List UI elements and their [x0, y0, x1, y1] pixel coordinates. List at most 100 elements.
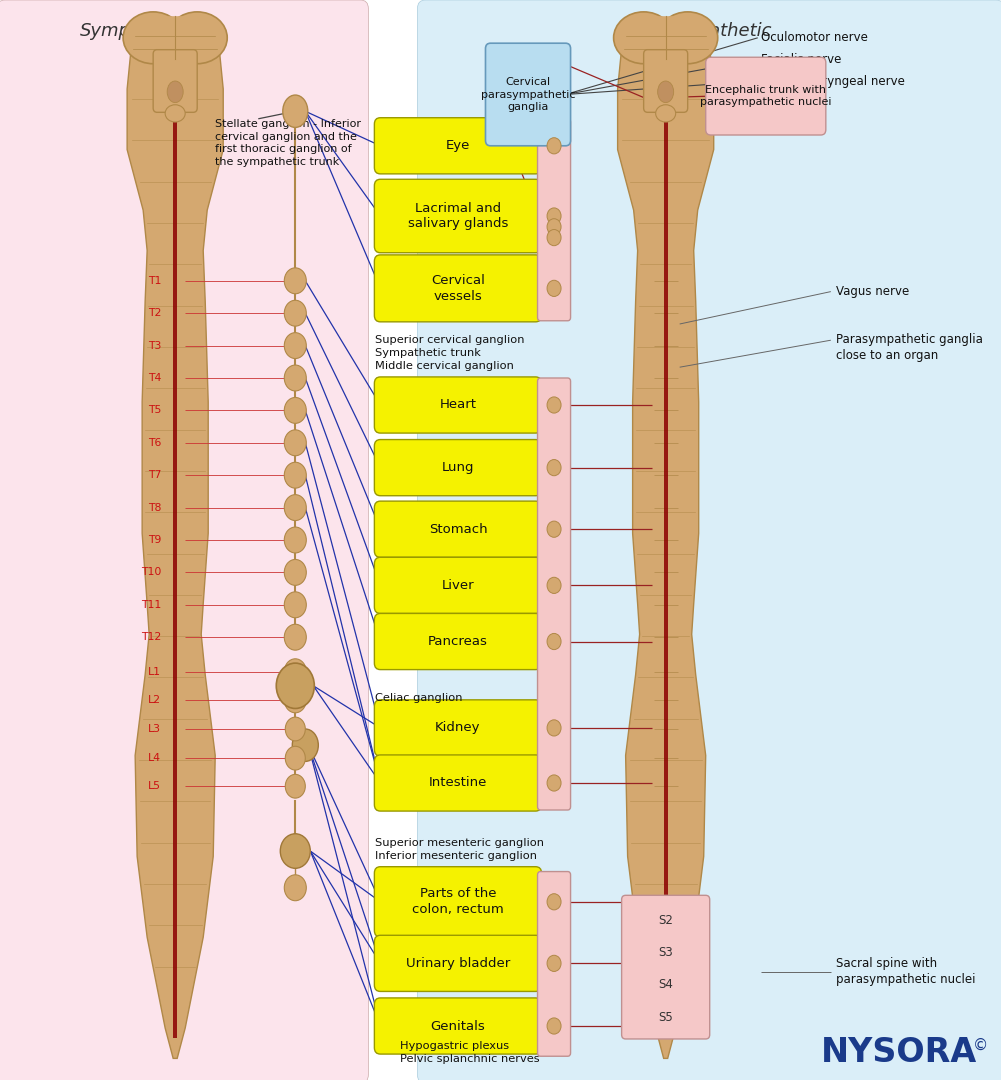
- FancyBboxPatch shape: [374, 866, 542, 936]
- Text: T11: T11: [141, 599, 161, 610]
- Text: L1: L1: [148, 666, 161, 677]
- Text: Stomach: Stomach: [428, 523, 487, 536]
- FancyBboxPatch shape: [374, 613, 542, 670]
- Ellipse shape: [284, 495, 306, 521]
- FancyBboxPatch shape: [374, 118, 542, 174]
- FancyBboxPatch shape: [644, 50, 688, 112]
- Ellipse shape: [284, 687, 306, 713]
- FancyBboxPatch shape: [374, 440, 542, 496]
- Ellipse shape: [547, 230, 561, 246]
- Text: Liver: Liver: [441, 579, 474, 592]
- FancyBboxPatch shape: [642, 16, 690, 62]
- Text: Pancreas: Pancreas: [428, 635, 487, 648]
- Text: Intestine: Intestine: [428, 777, 487, 789]
- Ellipse shape: [547, 522, 561, 538]
- Text: S4: S4: [659, 978, 673, 991]
- Polygon shape: [127, 49, 223, 1058]
- Ellipse shape: [547, 894, 561, 909]
- Text: T7: T7: [148, 470, 161, 481]
- Ellipse shape: [292, 729, 318, 761]
- Ellipse shape: [284, 624, 306, 650]
- Text: Parasympathetic: Parasympathetic: [621, 22, 772, 40]
- FancyBboxPatch shape: [374, 255, 542, 322]
- Ellipse shape: [284, 268, 306, 294]
- Ellipse shape: [656, 105, 676, 122]
- Text: S2: S2: [659, 914, 673, 927]
- Text: Genitals: Genitals: [430, 1020, 485, 1032]
- Ellipse shape: [165, 105, 185, 122]
- Ellipse shape: [284, 365, 306, 391]
- Text: Eye: Eye: [445, 139, 470, 152]
- Ellipse shape: [284, 527, 306, 553]
- Ellipse shape: [285, 746, 305, 770]
- FancyBboxPatch shape: [153, 50, 197, 112]
- Ellipse shape: [547, 218, 561, 234]
- Ellipse shape: [547, 460, 561, 476]
- Text: Encephalic trunk with
parasympathetic nuclei: Encephalic trunk with parasympathetic nu…: [700, 85, 832, 107]
- Text: T3: T3: [148, 340, 161, 351]
- Ellipse shape: [167, 81, 183, 103]
- Bar: [664, 79, 668, 1038]
- Text: T5: T5: [148, 405, 161, 416]
- Text: Oculomotor nerve: Oculomotor nerve: [761, 31, 868, 44]
- Text: T2: T2: [148, 308, 161, 319]
- FancyBboxPatch shape: [374, 998, 542, 1054]
- Text: Lung: Lung: [441, 461, 474, 474]
- Ellipse shape: [167, 12, 227, 64]
- FancyBboxPatch shape: [374, 377, 542, 433]
- Text: T12: T12: [141, 632, 161, 643]
- Text: T6: T6: [148, 437, 161, 448]
- FancyBboxPatch shape: [151, 16, 199, 62]
- Text: L5: L5: [148, 781, 161, 792]
- Polygon shape: [618, 49, 714, 1058]
- Text: Cervical
parasympathetic
ganglia: Cervical parasympathetic ganglia: [480, 77, 576, 112]
- FancyBboxPatch shape: [374, 935, 542, 991]
- Text: L3: L3: [148, 724, 161, 734]
- Text: Sympathetic: Sympathetic: [80, 22, 193, 40]
- Text: T9: T9: [148, 535, 161, 545]
- FancyBboxPatch shape: [374, 700, 542, 756]
- FancyBboxPatch shape: [538, 872, 571, 1056]
- Ellipse shape: [284, 592, 306, 618]
- Ellipse shape: [547, 137, 561, 153]
- Text: Facialis nerve: Facialis nerve: [761, 53, 841, 66]
- FancyBboxPatch shape: [374, 179, 542, 253]
- Text: L2: L2: [148, 694, 161, 705]
- Text: T4: T4: [148, 373, 161, 383]
- Text: S3: S3: [659, 946, 673, 959]
- FancyBboxPatch shape: [538, 119, 571, 321]
- Text: L4: L4: [148, 753, 161, 764]
- Ellipse shape: [284, 559, 306, 585]
- FancyBboxPatch shape: [538, 378, 571, 810]
- Ellipse shape: [284, 300, 306, 326]
- Ellipse shape: [282, 95, 307, 127]
- Ellipse shape: [284, 462, 306, 488]
- Ellipse shape: [547, 775, 561, 791]
- Ellipse shape: [284, 333, 306, 359]
- FancyBboxPatch shape: [485, 43, 571, 146]
- Text: Kidney: Kidney: [435, 721, 480, 734]
- Text: Cervical
vessels: Cervical vessels: [431, 274, 484, 302]
- Ellipse shape: [547, 396, 561, 413]
- Text: ©: ©: [973, 1038, 989, 1053]
- Text: Glossopharyngeal nerve: Glossopharyngeal nerve: [761, 75, 905, 87]
- Ellipse shape: [284, 430, 306, 456]
- Bar: [173, 79, 177, 1038]
- Text: Parts of the
colon, rectum: Parts of the colon, rectum: [412, 888, 504, 916]
- FancyBboxPatch shape: [622, 895, 710, 1039]
- Text: Celiac ganglion: Celiac ganglion: [375, 693, 462, 703]
- Text: NYSORA: NYSORA: [821, 1037, 977, 1069]
- Ellipse shape: [547, 955, 561, 972]
- Ellipse shape: [284, 397, 306, 423]
- FancyBboxPatch shape: [417, 0, 1001, 1080]
- Ellipse shape: [547, 633, 561, 649]
- Text: T1: T1: [148, 275, 161, 286]
- Ellipse shape: [658, 81, 674, 103]
- Ellipse shape: [547, 280, 561, 296]
- Ellipse shape: [280, 834, 310, 868]
- Ellipse shape: [547, 577, 561, 594]
- Text: Parasympathetic ganglia
close to an organ: Parasympathetic ganglia close to an orga…: [836, 334, 983, 362]
- Ellipse shape: [614, 12, 674, 64]
- FancyBboxPatch shape: [374, 501, 542, 557]
- Text: Stellate ganglion - Inferior
cervical ganglion and the
first thoracic ganglion o: Stellate ganglion - Inferior cervical ga…: [215, 119, 361, 167]
